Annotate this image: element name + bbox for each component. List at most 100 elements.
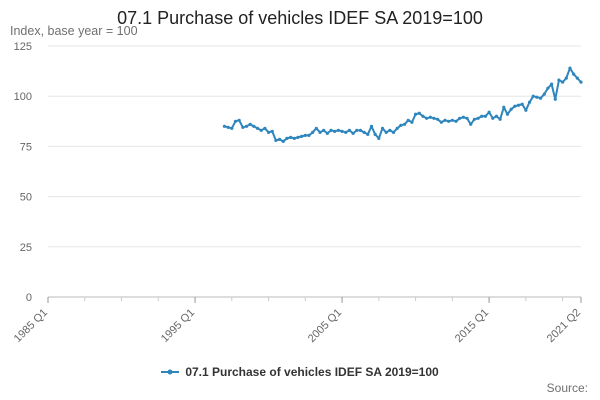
data-point — [472, 117, 476, 121]
data-point — [380, 126, 385, 130]
credits[interactable]: Source: — [546, 381, 588, 395]
data-point — [502, 105, 506, 109]
data-point — [498, 117, 502, 121]
data-point — [244, 124, 249, 128]
data-point — [527, 100, 532, 104]
data-point — [391, 130, 396, 134]
data-point — [538, 96, 543, 100]
data-point — [237, 118, 241, 122]
data-point — [248, 122, 252, 126]
data-point — [318, 130, 322, 134]
x-tick-label: 2005 Q1 — [306, 307, 344, 345]
data-point — [325, 131, 329, 135]
data-point — [270, 129, 274, 133]
data-point — [480, 114, 484, 118]
data-point — [274, 138, 278, 142]
axes: 0 25 50 75 100 125 1985 Q1 1995 Q1 2005 Q1 2015 Q… — [12, 41, 583, 345]
data-point — [300, 134, 304, 138]
data-point — [410, 120, 414, 124]
data-point — [505, 112, 510, 116]
data-point — [322, 128, 326, 132]
data-point — [358, 128, 363, 132]
data-point — [465, 116, 469, 120]
y-tick-label: 25 — [20, 242, 32, 254]
x-tick-label: 1995 Q1 — [159, 307, 197, 345]
data-point — [513, 104, 517, 108]
data-point — [233, 119, 238, 123]
data-point — [259, 128, 263, 132]
data-point — [487, 110, 491, 114]
data-point — [413, 112, 418, 116]
data-point — [277, 137, 282, 141]
data-point — [469, 122, 473, 126]
legend[interactable]: 07.1 Purchase of vehicles IDEF SA 2019=1… — [0, 365, 600, 379]
data-point — [241, 125, 245, 129]
gridlines — [48, 45, 581, 298]
data-point — [395, 126, 399, 130]
data-point — [311, 130, 315, 134]
legend-swatch-icon — [161, 369, 180, 375]
data-point — [292, 136, 296, 140]
y-tick-label: 50 — [20, 192, 32, 204]
data-point — [417, 111, 421, 115]
data-point — [285, 136, 289, 140]
data-point — [531, 94, 535, 98]
data-point — [266, 130, 271, 134]
data-point — [421, 114, 425, 118]
data-point — [329, 128, 333, 132]
data-point — [491, 116, 495, 120]
data-point — [553, 97, 557, 101]
data-point — [333, 129, 337, 133]
y-tick-label: 75 — [20, 141, 32, 153]
data-point — [388, 128, 392, 132]
data-point — [281, 139, 285, 143]
data-point — [450, 118, 454, 122]
x-tick-label: 1985 Q1 — [12, 307, 50, 345]
data-point — [439, 120, 443, 124]
data-point — [226, 125, 230, 129]
legend-label[interactable]: 07.1 Purchase of vehicles IDEF SA 2019=1… — [185, 365, 439, 379]
x-tick-label: 2015 Q1 — [453, 307, 491, 345]
data-point — [222, 124, 227, 128]
y-tick-label: 100 — [14, 91, 32, 103]
data-point — [255, 126, 260, 130]
data-point — [428, 115, 432, 119]
data-point — [546, 86, 550, 90]
data-point — [516, 103, 521, 107]
data-point — [340, 129, 344, 133]
data-point — [230, 126, 234, 130]
data-point — [443, 118, 447, 122]
y-tick-label: 0 — [26, 292, 32, 304]
data-point — [369, 124, 374, 128]
chart-title: 07.1 Purchase of vehicles IDEF SA 2019=1… — [117, 8, 483, 28]
data-point — [557, 78, 561, 82]
x-tick-label: 2021 Q2 — [545, 307, 583, 345]
data-point — [399, 123, 403, 127]
data-point — [542, 92, 546, 96]
data-point — [535, 95, 539, 99]
series-layer — [222, 66, 583, 143]
y-tick-label: 125 — [14, 41, 32, 53]
data-point — [494, 114, 499, 118]
data-point — [520, 102, 524, 106]
data-point — [568, 66, 572, 70]
data-point — [579, 80, 583, 84]
y-axis-label: Index, base year = 100 — [10, 24, 138, 38]
data-point — [296, 135, 300, 139]
data-point — [377, 136, 381, 140]
data-point — [314, 126, 318, 130]
data-point — [347, 128, 352, 132]
series-line — [224, 67, 582, 143]
data-point — [458, 116, 462, 120]
data-point — [355, 128, 359, 132]
data-point — [263, 126, 267, 130]
data-point — [436, 117, 440, 121]
data-point — [373, 132, 377, 136]
data-point — [432, 116, 436, 120]
data-point — [307, 133, 311, 137]
data-point — [406, 118, 410, 122]
data-point — [402, 122, 407, 126]
data-point — [366, 132, 370, 136]
